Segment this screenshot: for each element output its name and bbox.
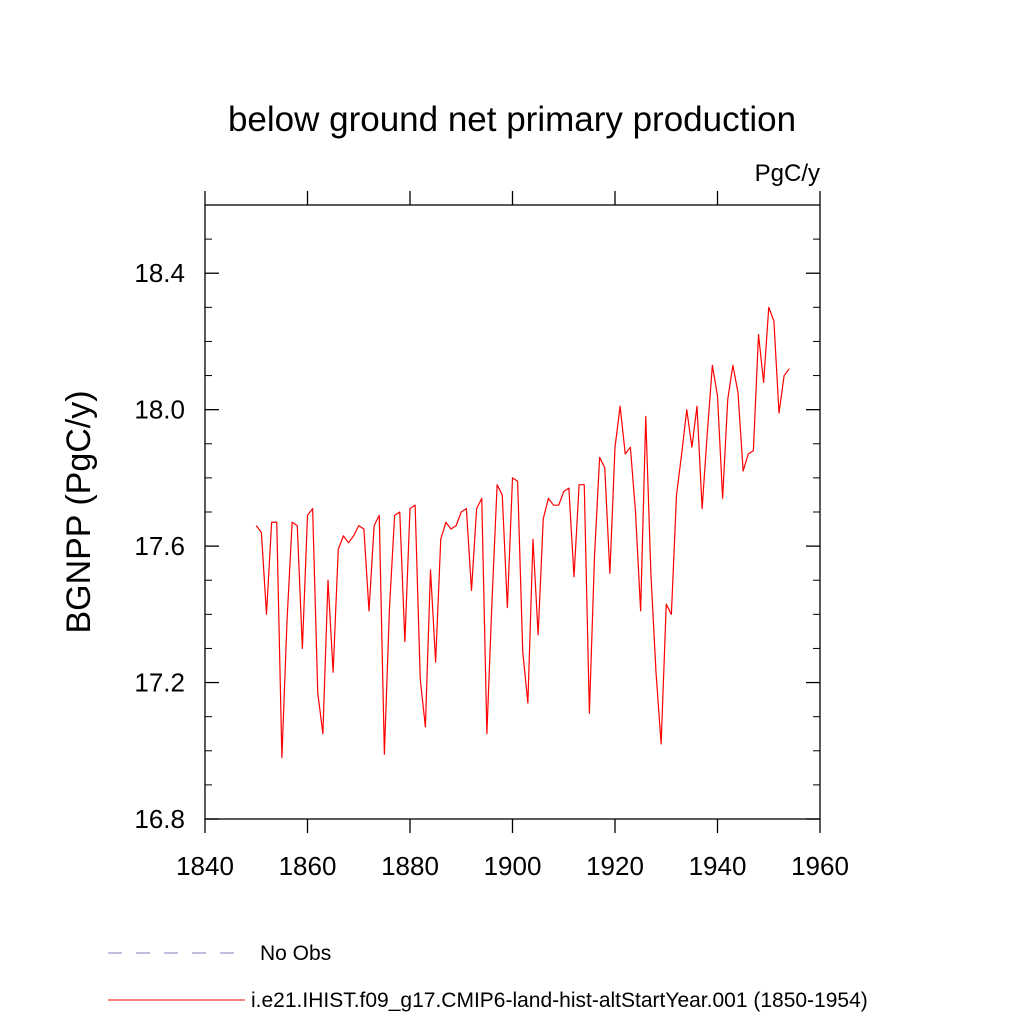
series-line — [255, 306, 790, 759]
x-tick-label: 1960 — [791, 851, 849, 881]
units-label: PgC/y — [755, 160, 820, 187]
series-layer — [255, 306, 790, 759]
y-tick-label: 18.4 — [134, 258, 185, 288]
chart-title: below ground net primary production — [228, 100, 796, 139]
y-tick-label: 17.6 — [134, 531, 185, 561]
y-tick-labels: 16.8 17.2 17.6 18.0 18.4 — [134, 258, 185, 834]
x-tick-label: 1840 — [176, 851, 234, 881]
legend: No Obs i.e21.IHIST.f09_g17.CMIP6-land-hi… — [108, 942, 868, 1012]
x-tick-label: 1920 — [586, 851, 644, 881]
y-tick-label: 18.0 — [134, 395, 185, 425]
x-tick-label: 1940 — [689, 851, 747, 881]
x-tick-label: 1860 — [279, 851, 337, 881]
x-tick-labels: 1840 1860 1880 1900 1920 1940 1960 — [176, 851, 849, 881]
plot-frame — [204, 204, 821, 820]
y-tick-label: 16.8 — [134, 804, 185, 834]
y-tick-label: 17.2 — [134, 668, 185, 698]
y-axis-label: BGNPP (PgC/y) — [60, 390, 98, 633]
legend-label-model: i.e21.IHIST.f09_g17.CMIP6-land-hist-altS… — [251, 989, 868, 1012]
x-tick-label: 1880 — [381, 851, 439, 881]
x-tick-label: 1900 — [484, 851, 542, 881]
axis-ticks — [204, 191, 821, 833]
legend-label-no-obs: No Obs — [260, 942, 331, 965]
